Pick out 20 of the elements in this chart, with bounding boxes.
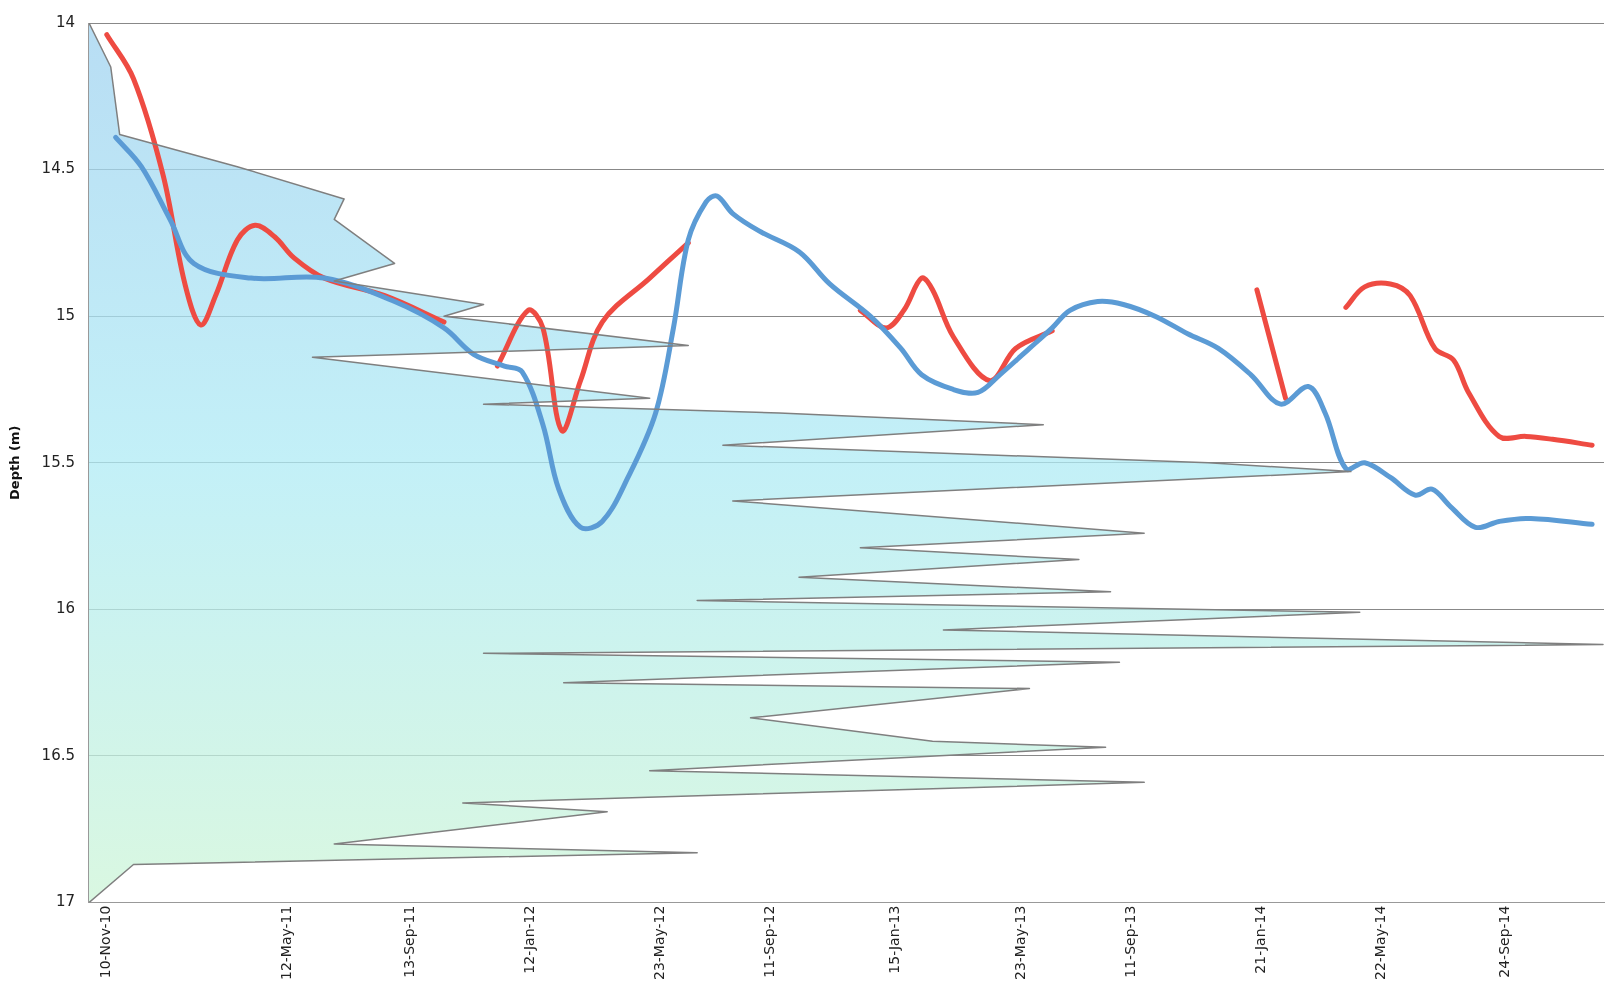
x-tick-label: 21-Jan-14	[1252, 905, 1269, 974]
y-tick-label: 16	[55, 599, 75, 618]
x-tick-label: 11-Sep-12	[760, 905, 777, 978]
x-tick-label: 15-Jan-13	[885, 905, 902, 974]
y-tick-label: 16.5	[41, 745, 75, 764]
x-tick-label: 12-Jan-12	[520, 905, 537, 974]
x-tick-label: 11-Sep-13	[1121, 905, 1138, 978]
y-tick-label: 17	[55, 892, 75, 911]
x-tick-label: 22-May-14	[1372, 905, 1389, 981]
x-tick-label: 24-Sep-14	[1495, 905, 1512, 978]
y-axis-title: Depth (m)	[7, 425, 23, 500]
x-tick-label: 23-May-13	[1012, 905, 1029, 981]
x-tick-label: 10-Nov-10	[97, 905, 114, 979]
y-tick-label: 14	[55, 12, 75, 31]
y-tick-label: 15.5	[41, 452, 75, 471]
x-tick-label: 12-May-11	[278, 905, 295, 981]
y-tick-label: 14.5	[41, 159, 75, 178]
x-tick-label: 23-May-12	[651, 905, 668, 981]
y-tick-label: 15	[55, 306, 75, 325]
x-tick-label: 13-Sep-11	[401, 905, 418, 978]
